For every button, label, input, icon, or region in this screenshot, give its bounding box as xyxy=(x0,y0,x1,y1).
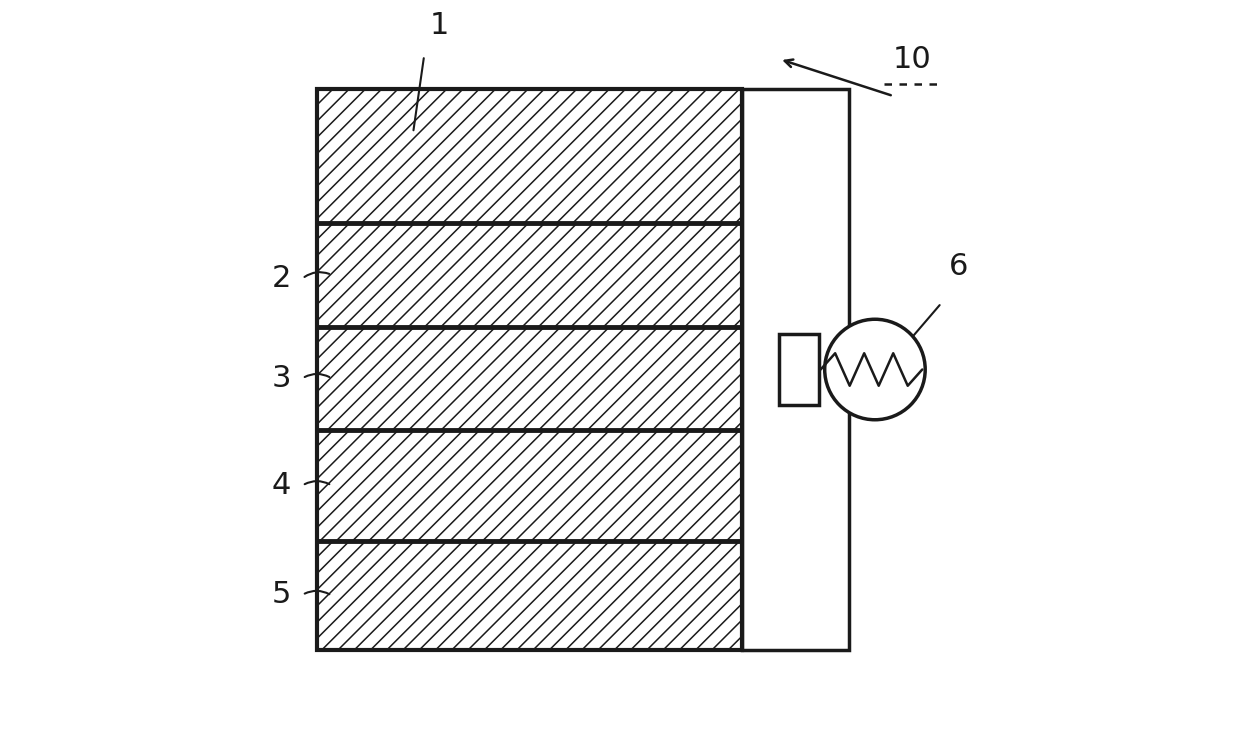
Bar xyxy=(779,334,820,405)
Circle shape xyxy=(825,319,925,420)
Text: 4: 4 xyxy=(272,471,291,500)
Bar xyxy=(742,89,849,650)
Text: 2: 2 xyxy=(272,264,291,293)
Text: 1: 1 xyxy=(429,11,449,41)
Bar xyxy=(317,89,742,650)
Bar xyxy=(317,223,742,327)
Text: 5: 5 xyxy=(272,580,291,610)
Bar xyxy=(317,430,742,541)
Bar xyxy=(317,327,742,430)
Text: 6: 6 xyxy=(949,252,968,281)
Text: 3: 3 xyxy=(272,364,291,393)
Text: 10: 10 xyxy=(893,44,931,74)
Bar xyxy=(317,89,742,223)
Bar xyxy=(317,541,742,650)
